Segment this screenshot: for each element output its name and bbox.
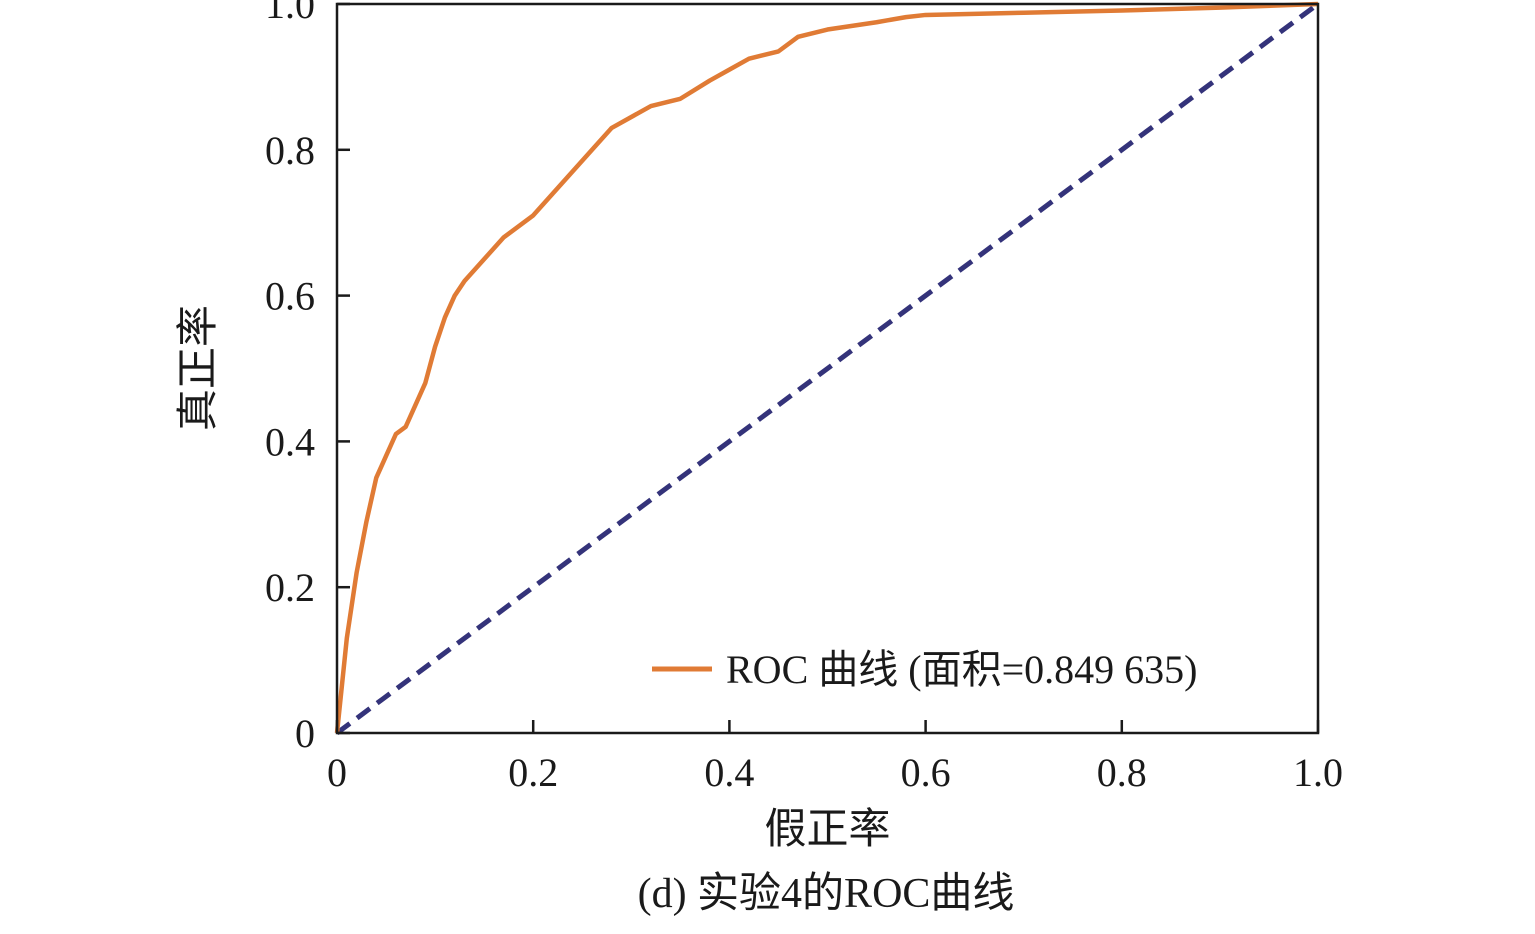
y-tick-label: 0.8	[265, 128, 315, 173]
x-tick-label: 0.6	[901, 750, 951, 795]
series-layer	[334, 1, 1320, 736]
ticks-layer: 0 0.2 0.4 0.6 0.8 1.0 0 0.2 0.4 0.6 0.8 1.0	[265, 0, 1343, 795]
y-tick-label: 0.6	[265, 274, 315, 319]
series-line-roc	[334, 1, 1319, 734]
x-axis-label: 假正率	[764, 806, 890, 853]
y-tick-label: 1.0	[265, 0, 315, 27]
series-line-diagonal-reference	[335, 1, 1320, 736]
y-tick-label: 0	[295, 711, 315, 756]
x-tick-label: 0	[327, 750, 347, 795]
x-tick-label: 1.0	[1293, 750, 1343, 795]
y-tick-label: 0.2	[265, 565, 315, 610]
legend: ROC 曲线 (面积=0.849 635)	[652, 647, 1197, 692]
chart-caption: (d) 实验4的ROC曲线	[638, 870, 1015, 917]
legend-label-roc: ROC 曲线 (面积=0.849 635)	[726, 647, 1197, 692]
x-tick-label: 0.8	[1097, 750, 1147, 795]
y-tick-label: 0.4	[265, 419, 315, 464]
x-tick-label: 0.4	[704, 750, 754, 795]
x-tick-label: 0.2	[508, 750, 558, 795]
y-axis-label: 真正率	[175, 305, 222, 431]
plot-frame	[335, 2, 1320, 735]
